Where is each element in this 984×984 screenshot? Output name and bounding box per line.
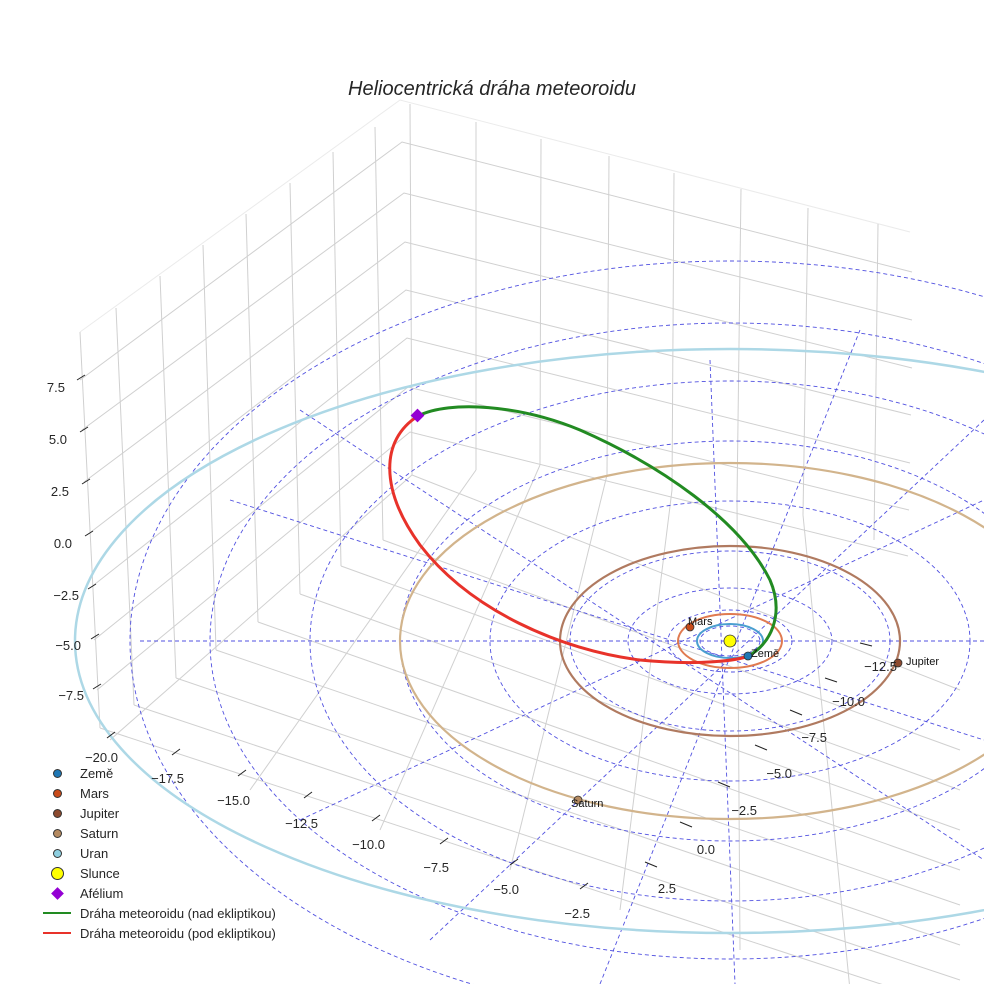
svg-text:−15.0: −15.0 [217, 793, 250, 808]
meteoroid-orbit [388, 405, 778, 665]
svg-text:−7.5: −7.5 [58, 688, 84, 703]
sun-marker [723, 634, 737, 648]
svg-text:−2.5: −2.5 [731, 803, 757, 818]
legend-item-mars: Mars [38, 783, 276, 803]
jupiter-dot-icon [52, 808, 62, 818]
legend-item-earth: Země [38, 763, 276, 783]
legend: Země Mars Jupiter Saturn Uran Slunce Afé… [38, 763, 276, 943]
aphelion-marker [410, 408, 425, 423]
svg-text:−5.0: −5.0 [493, 882, 519, 897]
svg-text:−2.5: −2.5 [564, 906, 590, 921]
x-axis: −20.0 −17.5 −15.0 −12.5 −10.0 −7.5 −5.0 … [85, 731, 590, 921]
jupiter-label: Jupiter [906, 656, 939, 668]
earth-orbit [696, 623, 764, 659]
green-line-icon [43, 912, 71, 914]
svg-text:2.5: 2.5 [658, 881, 676, 896]
svg-text:−7.5: −7.5 [423, 860, 449, 875]
legend-item-orbit-above: Dráha meteoroidu (nad ekliptikou) [38, 903, 276, 923]
legend-item-saturn: Saturn [38, 823, 276, 843]
chart-title: Heliocentrická dráha meteoroidu [348, 78, 636, 100]
legend-item-jupiter: Jupiter [38, 803, 276, 823]
mars-orbit [677, 613, 783, 669]
svg-text:−20.0: −20.0 [85, 750, 118, 765]
svg-text:−5.0: −5.0 [55, 638, 81, 653]
red-line-icon [43, 932, 71, 934]
svg-text:−2.5: −2.5 [53, 588, 79, 603]
legend-item-uranus: Uran [38, 843, 276, 863]
saturn-dot-icon [52, 828, 62, 838]
svg-text:−5.0: −5.0 [766, 766, 792, 781]
uranus-orbit [73, 347, 984, 935]
orbit-below-ecliptic [388, 414, 749, 665]
svg-text:−7.5: −7.5 [801, 730, 827, 745]
legend-item-orbit-below: Dráha meteoroidu (pod ekliptikou) [38, 923, 276, 943]
mars-label: Mars [688, 616, 713, 628]
svg-text:−10.0: −10.0 [832, 694, 865, 709]
z-axis: 7.5 5.0 2.5 0.0 −2.5 −5.0 −7.5 [47, 374, 102, 703]
sun-dot-icon [50, 866, 64, 880]
saturn-marker [573, 795, 583, 805]
y-axis: −12.5 −10.0 −7.5 −5.0 −2.5 0.0 2.5 [644, 642, 897, 896]
svg-text:0.0: 0.0 [697, 842, 715, 857]
svg-text:2.5: 2.5 [51, 484, 69, 499]
mars-dot-icon [52, 788, 62, 798]
diamond-icon [50, 886, 64, 900]
svg-text:5.0: 5.0 [49, 432, 67, 447]
svg-text:7.5: 7.5 [47, 380, 65, 395]
svg-text:0.0: 0.0 [54, 536, 72, 551]
jupiter-marker [893, 658, 903, 668]
orbit-above-ecliptic [417, 405, 778, 658]
legend-item-sun: Slunce [38, 863, 276, 883]
saturn-label: Saturn [571, 798, 603, 810]
svg-text:−17.5: −17.5 [151, 771, 184, 786]
planet-markers [410, 408, 903, 805]
earth-marker [743, 651, 753, 661]
saturn-orbit [398, 461, 984, 821]
mars-marker [685, 622, 695, 632]
earth-label: Země [751, 648, 779, 660]
svg-text:−10.0: −10.0 [352, 837, 385, 852]
svg-text:−12.5: −12.5 [285, 816, 318, 831]
uranus-dot-icon [52, 848, 62, 858]
earth-dot-icon [52, 768, 62, 778]
legend-item-aphelion: Afélium [38, 883, 276, 903]
svg-text:−12.5: −12.5 [864, 659, 897, 674]
